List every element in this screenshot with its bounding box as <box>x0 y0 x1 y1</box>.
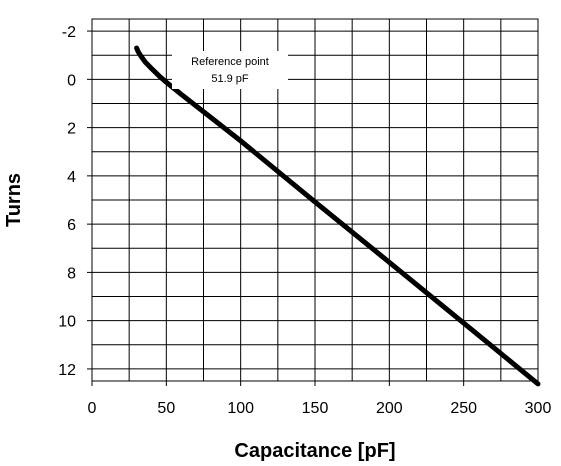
y-tick-label: 2 <box>67 121 76 138</box>
x-tick-label: 250 <box>450 400 477 417</box>
annotation-box <box>172 51 288 89</box>
x-tick-label: 0 <box>88 400 97 417</box>
x-tick-label: 150 <box>302 400 329 417</box>
x-tick-label: 300 <box>525 400 552 417</box>
y-tick-label: 10 <box>58 314 76 331</box>
y-tick-label: -2 <box>62 24 76 41</box>
y-tick-label: 8 <box>67 265 76 282</box>
y-axis-title: Turns <box>3 173 25 227</box>
x-tick-label: 50 <box>157 400 175 417</box>
y-tick-label: 12 <box>58 362 76 379</box>
annotation-line1: Reference point <box>191 56 269 68</box>
series-line <box>134 45 541 387</box>
y-tick-labels: -2 0 2 4 6 8 10 12 <box>58 24 92 379</box>
y-tick-label: 6 <box>67 217 76 234</box>
x-tick-labels: 0 50 100 150 200 250 300 <box>88 381 552 417</box>
y-tick-label: 4 <box>67 169 76 186</box>
y-tick-label: 0 <box>67 72 76 89</box>
x-tick-label: 100 <box>227 400 254 417</box>
reference-point-annotation: Reference point 51.9 pF <box>172 51 288 89</box>
grid-major <box>92 19 538 381</box>
x-axis-title: Capacitance [pF] <box>234 440 395 462</box>
x-tick-label: 200 <box>376 400 403 417</box>
annotation-line2: 51.9 pF <box>211 73 249 85</box>
